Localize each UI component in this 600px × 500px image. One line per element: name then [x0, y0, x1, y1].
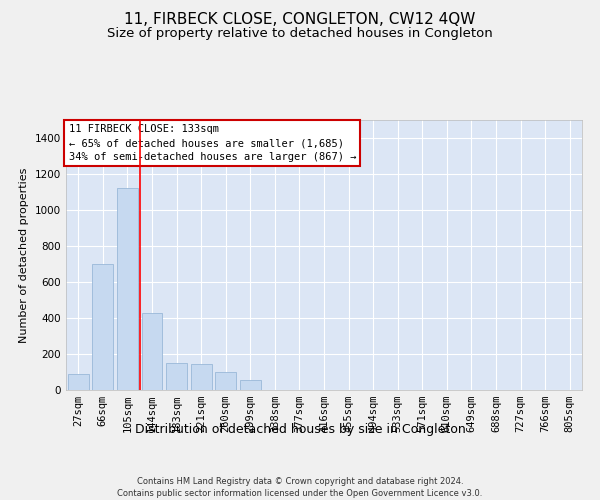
Y-axis label: Number of detached properties: Number of detached properties [19, 168, 29, 342]
Text: Distribution of detached houses by size in Congleton: Distribution of detached houses by size … [134, 422, 466, 436]
Text: Size of property relative to detached houses in Congleton: Size of property relative to detached ho… [107, 28, 493, 40]
Bar [68, 374, 89, 390]
Bar [142, 312, 163, 390]
Text: Contains HM Land Registry data © Crown copyright and database right 2024.
Contai: Contains HM Land Registry data © Crown c… [118, 476, 482, 498]
Text: 11 FIRBECK CLOSE: 133sqm
← 65% of detached houses are smaller (1,685)
34% of sem: 11 FIRBECK CLOSE: 133sqm ← 65% of detach… [68, 124, 356, 162]
Bar [92, 264, 113, 390]
Bar [117, 188, 138, 390]
Bar [215, 372, 236, 390]
Text: 11, FIRBECK CLOSE, CONGLETON, CW12 4QW: 11, FIRBECK CLOSE, CONGLETON, CW12 4QW [124, 12, 476, 28]
Bar [191, 364, 212, 390]
Bar [240, 380, 261, 390]
Bar [166, 363, 187, 390]
